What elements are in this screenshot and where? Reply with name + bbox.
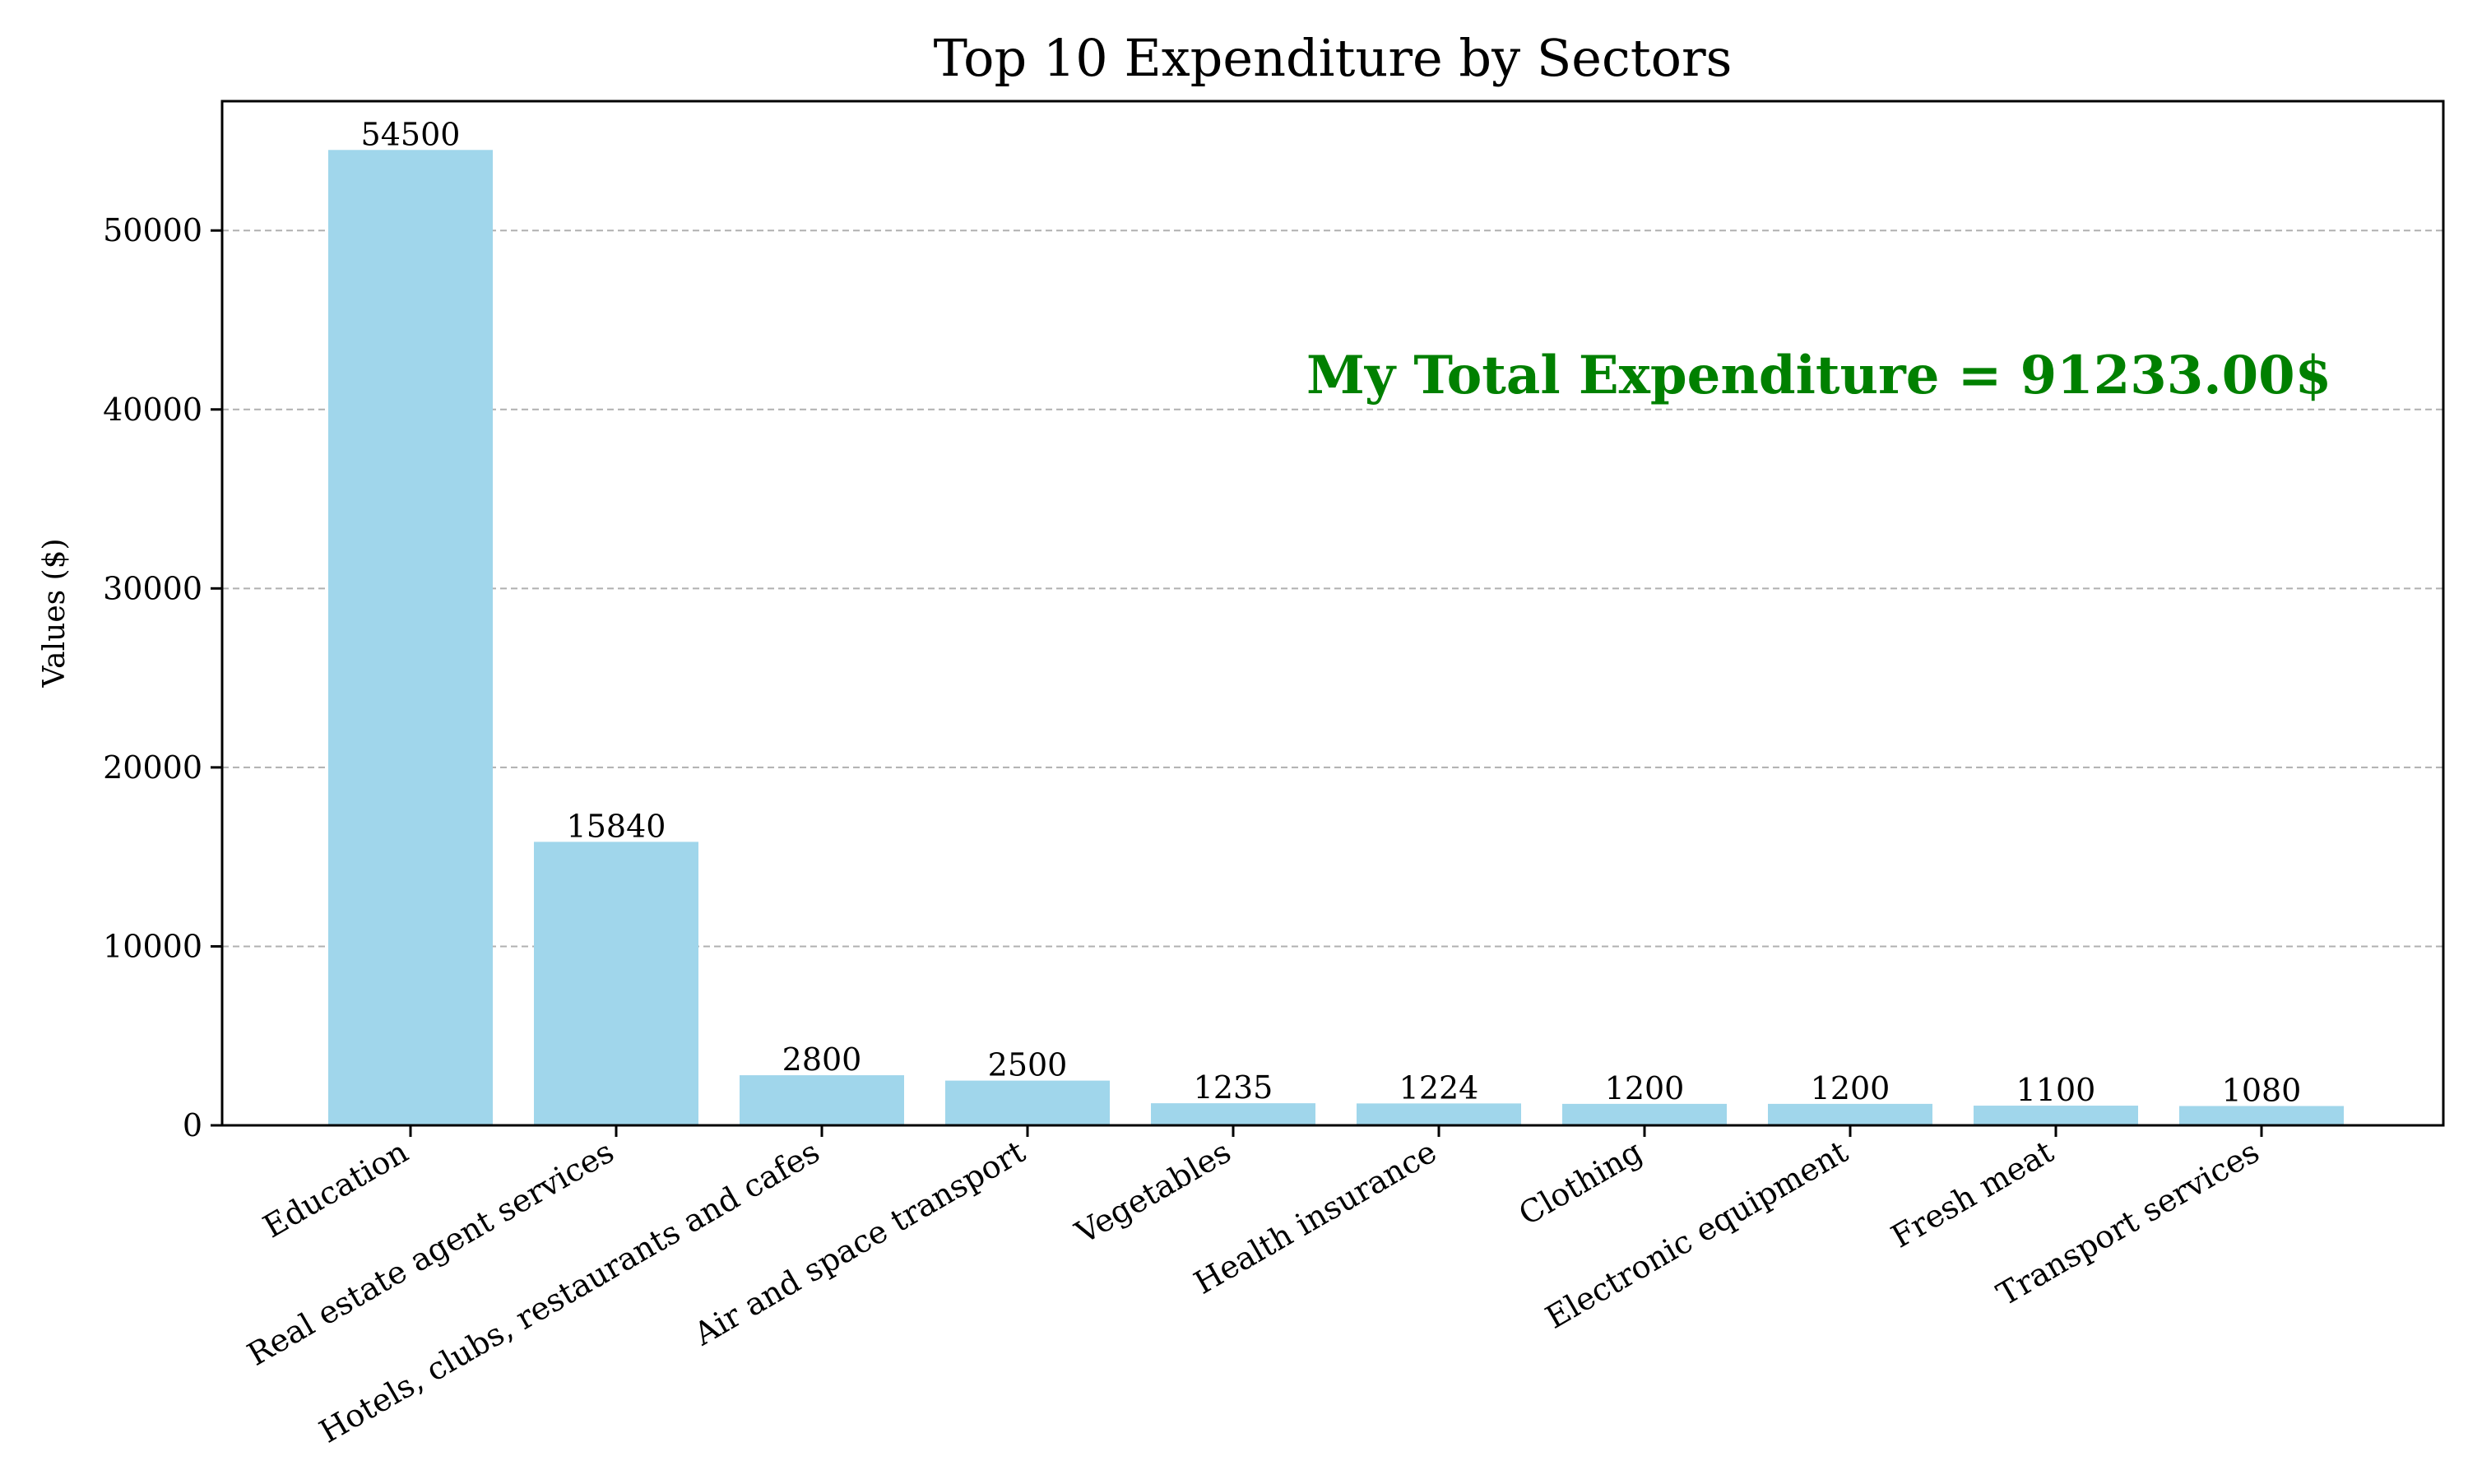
x-tick-label: Air and space transport bbox=[687, 1134, 1031, 1353]
bar-value-labels: 54500 15840 2800 2500 1235 1224 1200 1200 1100 10… bbox=[361, 116, 2302, 1108]
plot-frame bbox=[220, 100, 2445, 1127]
bar-value-label: 1100 bbox=[2016, 1072, 2096, 1108]
y-tick-label: 50000 bbox=[103, 212, 202, 248]
bar bbox=[2179, 1106, 2344, 1125]
x-tick-label: Real estate agent services bbox=[241, 1134, 619, 1373]
total-expenditure-annotation: My Total Expenditure = 91233.00$ bbox=[1306, 345, 2331, 406]
y-tick-label: 30000 bbox=[103, 570, 202, 606]
bar bbox=[1768, 1103, 1932, 1125]
x-tick-label: Vegetables bbox=[1069, 1134, 1236, 1251]
bar bbox=[1151, 1103, 1315, 1125]
bar bbox=[740, 1075, 904, 1125]
x-tick-label: Fresh meat bbox=[1885, 1134, 2059, 1255]
y-tick-label: 10000 bbox=[103, 928, 202, 964]
x-tick-label: Education bbox=[257, 1134, 414, 1245]
bars bbox=[328, 150, 2344, 1125]
bar bbox=[945, 1080, 1110, 1125]
bar-value-label: 1224 bbox=[1399, 1069, 1479, 1106]
bar-value-label: 2500 bbox=[988, 1047, 1068, 1083]
bar bbox=[1562, 1103, 1727, 1125]
bar-value-label: 2800 bbox=[782, 1041, 862, 1078]
y-axis-label: Values ($) bbox=[38, 538, 72, 688]
y-tick-label: 20000 bbox=[103, 749, 202, 786]
bar-value-label: 1200 bbox=[1605, 1070, 1685, 1106]
y-tick-label: 0 bbox=[183, 1107, 202, 1143]
bar bbox=[1357, 1103, 1521, 1125]
bar-value-label: 54500 bbox=[361, 116, 461, 152]
bar bbox=[1974, 1106, 2138, 1125]
bar-value-label: 1080 bbox=[2222, 1073, 2302, 1109]
bar bbox=[534, 842, 698, 1125]
bar-value-label: 15840 bbox=[567, 808, 666, 844]
grid-lines bbox=[222, 230, 2443, 948]
bar-value-label: 1235 bbox=[1194, 1069, 1273, 1106]
bar bbox=[328, 150, 493, 1125]
chart-title: Top 10 Expenditure by Sectors bbox=[934, 28, 1733, 88]
y-tick-label: 40000 bbox=[103, 392, 202, 428]
x-tick-label: Clothing bbox=[1513, 1134, 1649, 1233]
bar-value-label: 1200 bbox=[1811, 1070, 1890, 1106]
y-axis-ticks: 0 10000 20000 30000 40000 50000 bbox=[103, 212, 222, 1143]
